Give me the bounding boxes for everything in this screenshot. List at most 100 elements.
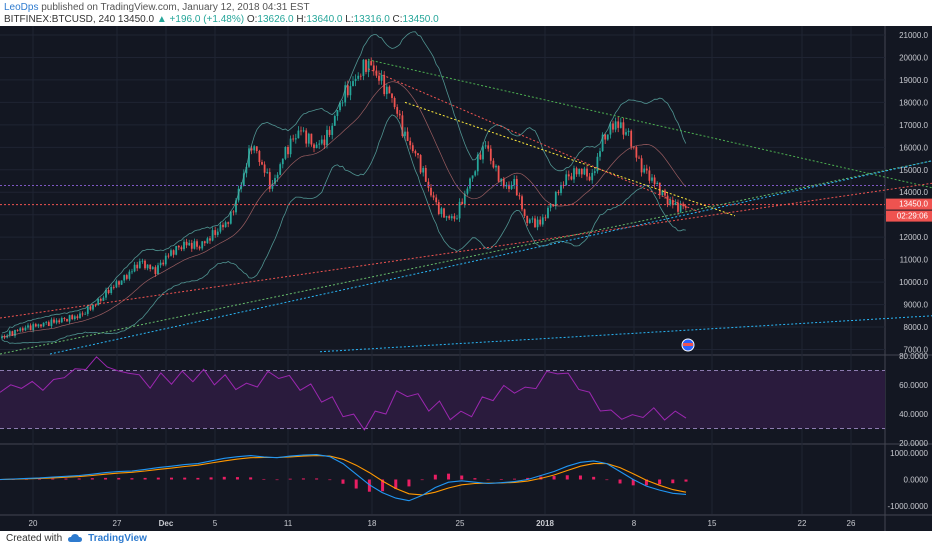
- candle-body: [476, 154, 479, 172]
- tradingview-brand[interactable]: TradingView: [88, 533, 147, 544]
- candle-body: [172, 250, 175, 255]
- candle-body: [401, 115, 404, 136]
- candle-body: [502, 178, 505, 187]
- author-link[interactable]: LeoDps: [4, 2, 39, 13]
- macd-histogram-bar: [209, 477, 213, 480]
- candle-body: [300, 130, 302, 132]
- trendline[interactable]: [0, 160, 932, 355]
- macd-histogram-bar: [367, 479, 371, 492]
- candle-body: [310, 133, 313, 145]
- candle-body: [157, 265, 159, 275]
- candle-body: [11, 331, 14, 336]
- macd-histogram-bar: [473, 478, 477, 480]
- macd-histogram-bar: [460, 475, 464, 480]
- candle-body: [315, 144, 318, 149]
- trendline[interactable]: [0, 182, 932, 319]
- high-label: H:: [296, 14, 307, 25]
- macd-histogram-bar: [499, 479, 503, 480]
- candle-body: [383, 74, 386, 95]
- open-label: O:: [246, 14, 258, 25]
- candle-body: [198, 246, 201, 249]
- candle-body: [367, 61, 370, 72]
- price-axis[interactable]: 21000.0 20000.0 19000.0 18000.0 17000.0 16000…: [886, 31, 932, 511]
- rsi-tick-label: 40.0000: [899, 410, 928, 419]
- candle-body: [578, 168, 581, 175]
- candle-body: [73, 316, 76, 320]
- trendline[interactable]: [367, 68, 701, 213]
- time-axis[interactable]: 20 27 Dec 5 11 18 25 2018 8 15 22 26: [29, 519, 856, 528]
- last-price-badge: [886, 198, 932, 210]
- candle-body: [102, 297, 105, 301]
- candle-body: [144, 260, 146, 269]
- time-tick-label: 11: [284, 519, 293, 528]
- candle-body: [359, 75, 362, 77]
- candle-body: [211, 230, 214, 241]
- candle-body: [365, 59, 367, 72]
- candle-body: [164, 255, 167, 265]
- time-tick-label: 20: [29, 519, 38, 528]
- candle-body: [125, 275, 128, 279]
- candle-body: [463, 193, 466, 205]
- candle-body: [560, 184, 562, 194]
- time-tick-label: 25: [456, 519, 465, 528]
- candle-body: [305, 130, 308, 144]
- candle-body: [131, 271, 133, 273]
- candle-body: [128, 271, 131, 279]
- price-tick-label: 18000.0: [899, 98, 928, 107]
- candle-body: [94, 304, 97, 306]
- candle-body: [268, 172, 271, 189]
- macd-histogram-bar: [618, 479, 622, 484]
- candle-body: [222, 224, 224, 228]
- macd-histogram-bar: [433, 474, 437, 480]
- footer: Created with TradingView: [6, 533, 147, 544]
- candle-body: [224, 222, 227, 228]
- candle-body: [534, 218, 536, 228]
- candle-body: [424, 168, 427, 182]
- candle-body: [521, 196, 523, 210]
- candle-body: [287, 146, 289, 155]
- macd-histogram-bar: [301, 478, 305, 480]
- candle-body: [105, 289, 107, 298]
- candle-body: [344, 85, 347, 103]
- macd-histogram-bar: [644, 479, 648, 486]
- trendline[interactable]: [367, 59, 932, 189]
- macd-histogram-bar: [24, 479, 28, 480]
- candle-body: [375, 70, 378, 76]
- candle-body: [118, 281, 120, 285]
- candle-body: [37, 324, 40, 327]
- price-change: +196.0 (+1.48%): [169, 14, 245, 25]
- time-tick-label: 27: [113, 519, 122, 528]
- candle-body: [666, 195, 669, 205]
- time-tick-label: 22: [798, 519, 807, 528]
- candle-body: [326, 129, 328, 146]
- macd-histogram-bar: [77, 478, 81, 480]
- candle-body: [547, 207, 549, 218]
- close-value: 13450.0: [402, 14, 439, 25]
- candle-body: [528, 219, 531, 223]
- candle-body: [630, 130, 633, 147]
- candle-body: [50, 319, 53, 326]
- candle-body: [258, 150, 261, 163]
- candle-body: [612, 123, 614, 130]
- candle-body: [151, 267, 154, 269]
- candle-body: [216, 231, 219, 235]
- candle-body: [430, 187, 432, 196]
- candle-body: [417, 153, 419, 156]
- candle-body: [422, 168, 425, 173]
- candle-body: [580, 168, 583, 175]
- candle-body: [320, 139, 323, 144]
- candle-body: [136, 264, 139, 269]
- macd-histogram-bar: [447, 473, 451, 480]
- trendline[interactable]: [49, 160, 932, 355]
- candle-body: [640, 158, 643, 173]
- chart-canvas[interactable]: 21000.0 20000.0 19000.0 18000.0 17000.0 16000…: [0, 26, 932, 531]
- candle-body: [567, 174, 570, 177]
- candle-body: [29, 325, 32, 331]
- candle-body: [120, 280, 123, 285]
- candle-body: [154, 267, 157, 275]
- candle-body: [448, 216, 451, 219]
- time-tick-label: 5: [213, 519, 218, 528]
- candle-body: [523, 209, 526, 216]
- up-arrow-icon: ▲: [156, 14, 167, 25]
- candle-body: [515, 178, 518, 196]
